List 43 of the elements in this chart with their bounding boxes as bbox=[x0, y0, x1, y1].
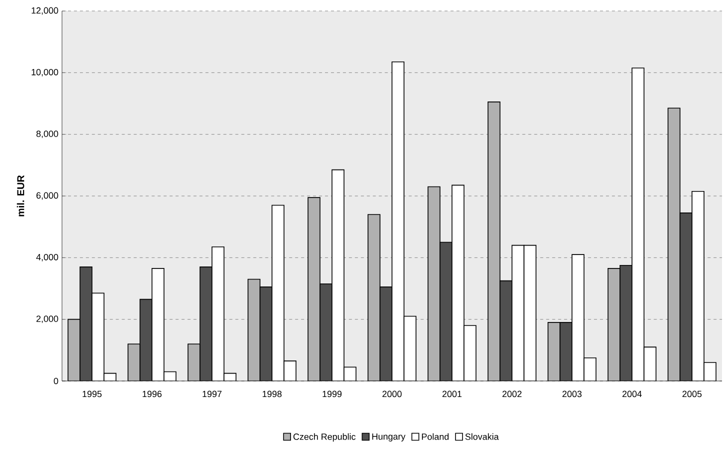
y-tick-label: 6,000 bbox=[36, 192, 58, 200]
bar bbox=[680, 212, 692, 381]
bar bbox=[608, 268, 620, 381]
x-tick-label: 2003 bbox=[562, 390, 582, 398]
x-tick-label: 2002 bbox=[502, 390, 522, 398]
bar bbox=[428, 186, 440, 381]
bar bbox=[320, 283, 332, 381]
x-tick-label: 1999 bbox=[322, 390, 342, 398]
bar bbox=[200, 266, 212, 381]
bar bbox=[80, 266, 92, 381]
x-tick-label: 2000 bbox=[382, 390, 402, 398]
y-tick-label: 4,000 bbox=[36, 254, 58, 262]
bar bbox=[488, 102, 500, 381]
x-tick-label: 2001 bbox=[442, 390, 462, 398]
y-tick-label: 2,000 bbox=[36, 316, 58, 324]
x-tick-label: 1998 bbox=[262, 390, 282, 398]
bar bbox=[260, 286, 272, 381]
bar bbox=[548, 322, 560, 381]
legend-label: Poland bbox=[422, 433, 449, 440]
y-axis-title: mil. EUR bbox=[16, 175, 24, 216]
legend-label: Slovakia bbox=[465, 433, 499, 440]
bar bbox=[368, 214, 380, 381]
bar bbox=[140, 298, 152, 381]
legend-label: Czech Republic bbox=[293, 433, 356, 442]
y-tick-label: 0 bbox=[54, 378, 58, 384]
bar bbox=[308, 197, 320, 381]
x-tick-label: 1997 bbox=[202, 390, 222, 398]
y-tick-label: 10,000 bbox=[32, 68, 58, 76]
legend-label: Hungary bbox=[372, 433, 406, 442]
x-tick-label: 2005 bbox=[682, 390, 702, 398]
x-tick-label: 2004 bbox=[622, 390, 642, 398]
bar bbox=[500, 280, 512, 381]
y-tick-label: 12,000 bbox=[32, 7, 58, 15]
bar bbox=[68, 318, 80, 381]
bar bbox=[668, 108, 680, 381]
x-tick-label: 1995 bbox=[82, 390, 102, 398]
bar bbox=[380, 286, 392, 381]
bar bbox=[560, 322, 572, 381]
bar bbox=[248, 278, 260, 381]
y-tick-label: 8,000 bbox=[36, 130, 58, 138]
x-tick-label: 1996 bbox=[142, 390, 162, 398]
bar bbox=[440, 242, 452, 381]
bar bbox=[620, 264, 632, 381]
